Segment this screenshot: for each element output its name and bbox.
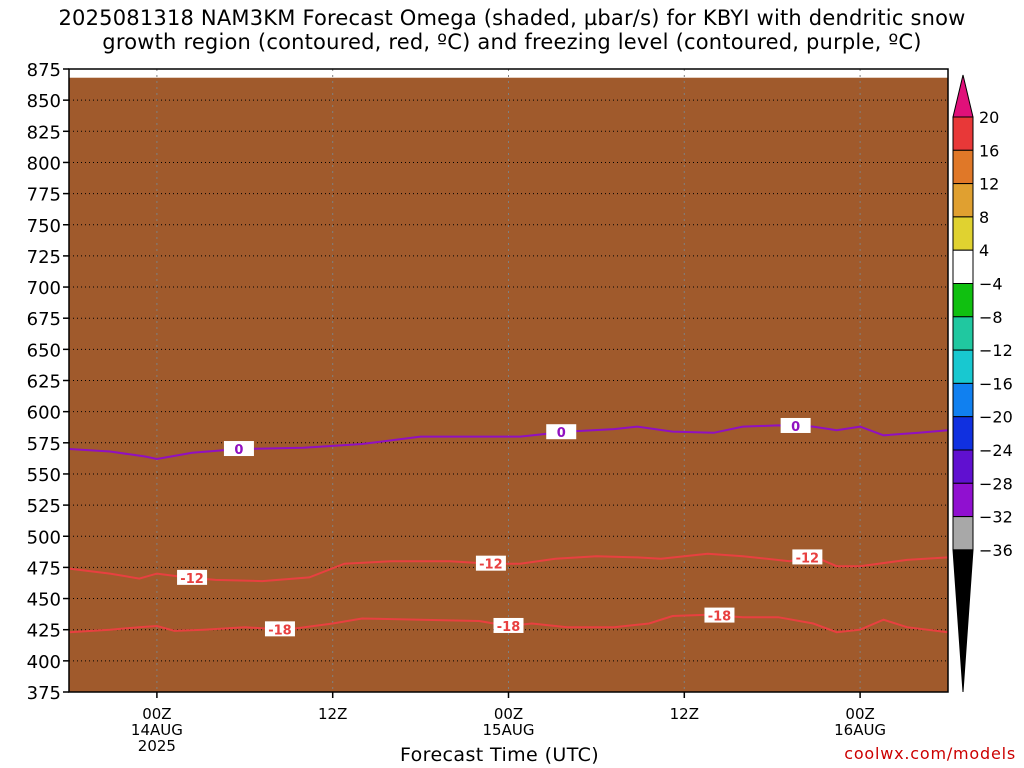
y-tick-label: 800 [27,153,61,174]
x-tick-label: 14AUG [131,721,183,739]
colorbar-bottom-cap [952,549,974,693]
x-tick-label: 12Z [670,705,699,723]
y-tick-label: 475 [27,558,61,579]
chart-title-line-1: 2025081318 NAM3KM Forecast Omega (shaded… [58,6,966,30]
x-tick-label: 15AUG [483,721,535,739]
colorbar-bin [952,316,974,351]
contour-label: -18 [264,621,295,638]
colorbar-label: 16 [979,141,999,160]
colorbar: 20 16 12 8 4 −4 −8 −12 −16 −20 −24 −28 −32 −36 [952,74,1013,693]
contour-layer: -18 -18 -18 -12 -12 -12 0 0 0 [69,417,948,638]
contour-line-0 [69,424,948,461]
contour-label: -18 [704,607,735,625]
colorbar-top-cap [952,74,974,118]
x-tick-label: 00Z [494,705,523,723]
y-tick-label: 675 [27,309,61,330]
colorbar-bin [952,116,974,151]
colorbar-label: −16 [979,374,1013,393]
contour-label: 0 [780,417,811,435]
y-tick-label: 700 [27,278,61,299]
contour-label-text: -18 [268,623,292,638]
colorbar-label: 12 [979,175,999,194]
colorbar-label: −8 [979,308,1003,327]
y-tick-label: 650 [27,340,61,361]
contour-label-text: 0 [791,420,800,435]
colorbar-label: −28 [979,474,1013,493]
colorbar-bin [952,183,974,218]
y-tick-label: 825 [27,122,61,143]
x-tick-label: 12Z [318,705,347,723]
y-tick-label: 525 [27,496,61,517]
colorbar-bin [952,216,974,251]
terrain-fill [69,77,948,693]
x-tick-label: 2025 [138,737,176,755]
contour-label: -12 [177,569,208,587]
colorbar-bin [952,149,974,185]
colorbar-label: −4 [979,275,1003,294]
y-tick-label: 875 [27,60,61,81]
colorbar-label: −32 [979,508,1013,527]
y-tick-label: 575 [27,434,61,455]
y-tick-label: 600 [27,403,61,424]
contour-label-text: 0 [557,426,566,441]
contour-line--18 [69,613,948,634]
colorbar-bin [952,416,974,451]
colorbar-bin [952,349,974,384]
contour-label: 0 [546,424,577,441]
colorbar-label: 4 [979,241,989,260]
y-tick-label: 775 [27,185,61,206]
contour-label-text: -18 [497,620,521,635]
contour-label: -12 [475,555,506,573]
y-tick-label: 425 [27,621,61,642]
y-tick-label: 725 [27,247,61,268]
chart-title-line-2: growth region (contoured, red, ºC) and f… [102,30,922,54]
colorbar-bin [952,382,974,418]
contour-label-text: 0 [234,443,243,458]
y-tick-label: 550 [27,465,61,486]
colorbar-label: −20 [979,408,1013,427]
y-tick-label: 625 [27,372,61,393]
grid-layer [69,69,948,692]
colorbar-bin [952,482,974,518]
colorbar-bin [952,449,974,484]
colorbar-label: −36 [979,541,1013,560]
x-tick-label: 00Z [845,705,874,723]
colorbar-bin [952,283,974,318]
contour-label-text: -12 [796,551,820,566]
x-axis-label: Forecast Time (UTC) [400,744,600,766]
contour-label: -18 [493,617,524,635]
colorbar-label: 20 [979,108,999,127]
axis-layer: 375 400 425 450 475 500 525 550 575 600 625 650 675 7… [27,60,949,755]
terrain-layer [69,77,948,693]
y-tick-label: 375 [27,683,61,704]
y-tick-label: 500 [27,527,61,548]
colorbar-label: 8 [979,208,989,227]
credit-link[interactable]: coolwx.com/models [844,744,1016,763]
y-tick-label: 850 [27,91,61,112]
y-tick-label: 400 [27,652,61,673]
contour-label-text: -12 [479,558,503,573]
contour-label-text: -12 [180,572,204,587]
y-tick-label: 750 [27,216,61,237]
x-tick-label: 00Z [142,705,171,723]
contour-label: -12 [792,549,823,566]
colorbar-bin [952,516,974,551]
colorbar-label: −12 [979,341,1013,360]
y-tick-label: 450 [27,590,61,611]
contour-label-text: -18 [708,610,732,625]
x-tick-label: 16AUG [834,721,886,739]
colorbar-label: −24 [979,441,1013,460]
contour-label: 0 [223,441,254,458]
colorbar-bin [952,249,974,284]
